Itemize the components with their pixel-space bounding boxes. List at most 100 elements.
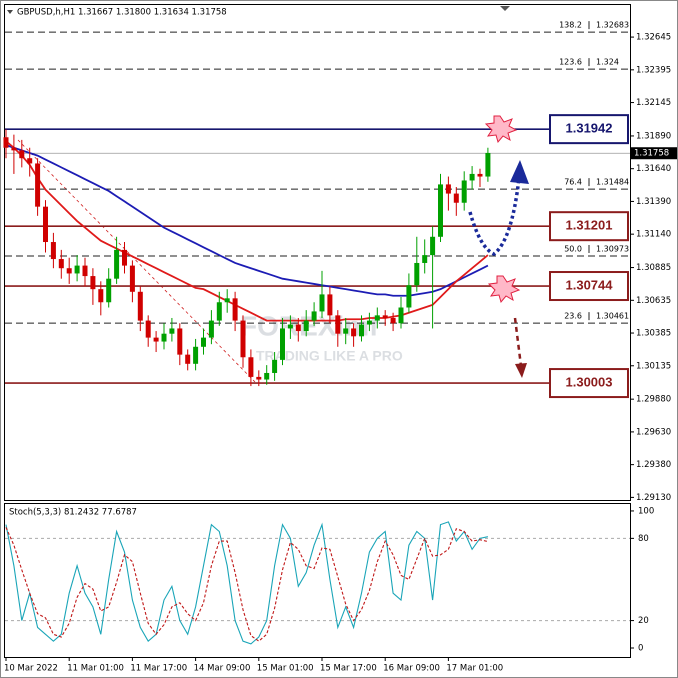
candle-body	[359, 324, 364, 337]
y-tick-label: 1.29630	[636, 427, 671, 437]
x-tick-label: 11 Mar 17:00	[130, 664, 187, 674]
fib-trendline	[17, 139, 256, 383]
y-tick-label: 1.32395	[636, 65, 671, 75]
current-price-tag	[631, 147, 677, 160]
candle-body	[90, 276, 96, 290]
stoch-title: Stoch(5,3,3) 81.2432 77.6787	[9, 508, 137, 518]
candle-body	[272, 359, 278, 373]
candle-body	[193, 346, 199, 364]
candle-body	[287, 324, 293, 329]
candle-body	[98, 289, 104, 303]
candle-body	[240, 320, 246, 358]
candle-body	[469, 173, 475, 181]
level-box	[549, 368, 629, 399]
candle-body	[280, 328, 285, 360]
fib-ratio: 123.6	[559, 58, 582, 67]
candle-body	[343, 328, 349, 334]
fib-value: 1.31484	[596, 178, 629, 187]
candle-body	[82, 265, 88, 277]
candle-body	[453, 193, 459, 203]
candle-body	[264, 372, 270, 380]
candle-body	[390, 317, 396, 324]
candle-body	[43, 206, 48, 243]
y-tick-label: 1.31140	[636, 230, 671, 240]
candle-body	[19, 150, 25, 159]
y-tick-label: 1.32145	[636, 98, 671, 108]
y-tick-label: 1.30135	[636, 361, 671, 371]
candle-body	[485, 152, 491, 177]
scroll-marker	[500, 6, 510, 11]
x-tick-label: 10 Mar 2022	[4, 664, 58, 674]
candle-body	[114, 249, 120, 279]
candle-body	[438, 184, 443, 237]
candle-body	[295, 324, 301, 332]
y-tick-label: 0	[638, 643, 643, 653]
candle-body	[422, 255, 428, 263]
y-tick-label: 1.29380	[636, 460, 671, 470]
burst-marker	[484, 115, 518, 144]
candle-body	[129, 265, 135, 292]
up-scenario-arrow	[468, 177, 521, 257]
candle-body	[382, 315, 388, 318]
y-tick-label: 100	[638, 506, 654, 516]
fib-value: 1.30461	[596, 312, 629, 321]
candle-body	[327, 294, 333, 316]
candle-body	[66, 268, 72, 274]
fib-value: 1.30973	[596, 245, 629, 254]
candle-body	[445, 184, 451, 194]
y-tick-label: 80	[638, 534, 649, 544]
candle-body	[137, 291, 143, 321]
symbol-icon	[7, 10, 13, 14]
watermark-slogan: TRADING LIKE A PRO	[256, 348, 403, 364]
x-tick-label: 15 Mar 01:00	[257, 664, 314, 674]
level-label: 1.31201	[566, 218, 613, 233]
level-label: 1.31942	[566, 121, 613, 136]
candle-body	[374, 315, 380, 321]
candle-body	[201, 337, 206, 347]
fib-value: 1.324	[596, 58, 619, 67]
candle-body	[414, 262, 420, 286]
watermark: FOREXimf	[240, 310, 379, 341]
candle-body	[430, 236, 436, 256]
burst-marker	[487, 275, 521, 304]
candle-body	[311, 311, 317, 321]
candle-body	[153, 337, 159, 342]
candle-body	[74, 265, 80, 274]
y-tick-label: 1.30635	[636, 296, 671, 306]
level-box	[549, 271, 629, 302]
x-tick-label: 15 Mar 17:00	[320, 664, 377, 674]
candle-body	[58, 259, 64, 269]
y-tick-label: 1.29130	[636, 493, 671, 503]
candle-body	[303, 320, 309, 332]
candle-body	[256, 376, 262, 380]
x-tick-label: 17 Mar 01:00	[446, 664, 503, 674]
candle-body	[248, 357, 254, 377]
fib-ratio: 50.0	[564, 245, 582, 254]
candle-body	[50, 242, 56, 260]
candle-body	[161, 333, 167, 342]
candle-body	[319, 294, 325, 312]
y-tick-label: 1.29880	[636, 395, 671, 405]
candle-body	[398, 307, 404, 324]
candle-body	[208, 320, 214, 338]
x-tick-label: 14 Mar 09:00	[194, 664, 251, 674]
fib-ratio: 23.6	[564, 312, 582, 321]
x-tick-label: 16 Mar 09:00	[383, 664, 440, 674]
candle-body	[366, 320, 372, 325]
candle-body	[185, 354, 191, 364]
candle-body	[351, 328, 357, 337]
arrowhead	[515, 363, 527, 378]
y-tick-label: 1.30885	[636, 263, 671, 273]
y-tick-label: 1.32645	[636, 33, 671, 43]
candle-body	[3, 137, 9, 148]
y-tick-label: 1.31390	[636, 197, 671, 207]
level-label: 1.30744	[566, 277, 614, 292]
moving-average	[5, 140, 489, 322]
stoch-line	[5, 521, 489, 645]
candle-body	[106, 278, 112, 303]
candle-body	[177, 328, 183, 355]
y-tick-label: 20	[638, 616, 649, 626]
candle-body	[169, 328, 175, 334]
